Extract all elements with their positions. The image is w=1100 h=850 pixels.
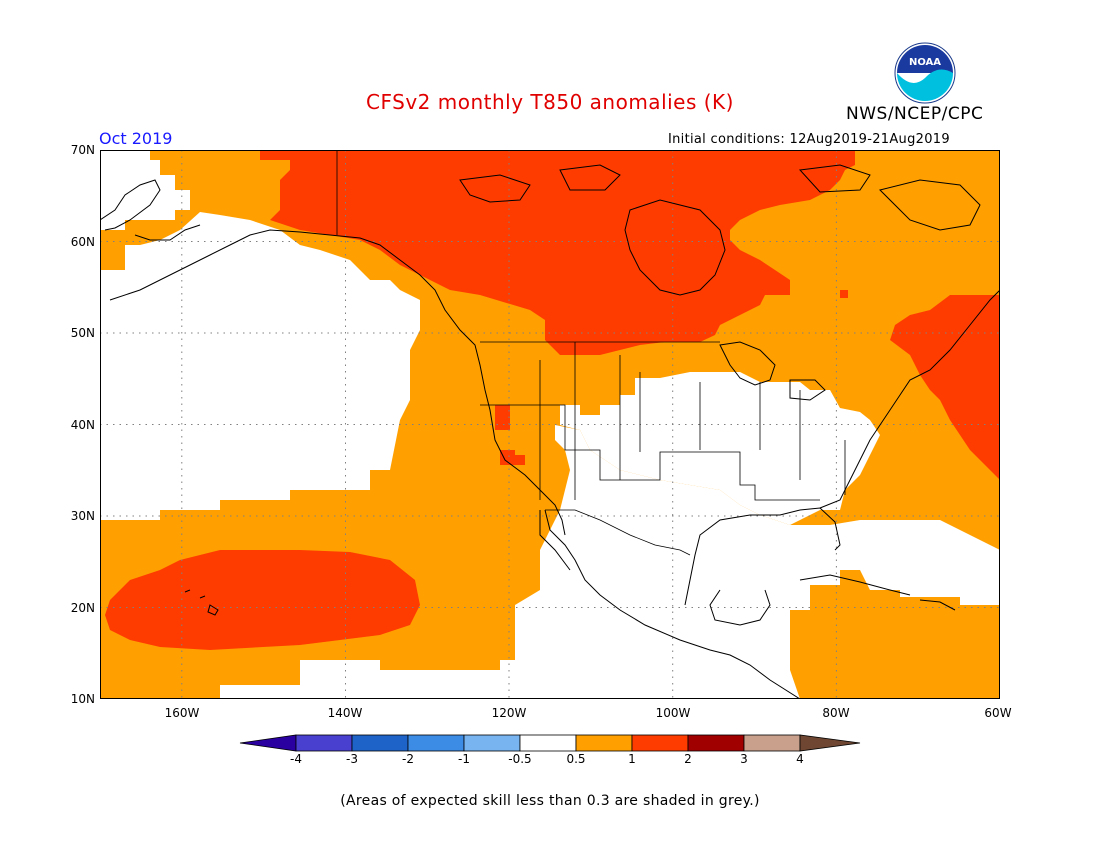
lat-label: 60N bbox=[70, 235, 95, 249]
colorbar-label: -3 bbox=[346, 752, 358, 766]
colorbar-swatch bbox=[351, 734, 409, 752]
anomaly-1-2-canada bbox=[260, 150, 855, 355]
anomaly-1-2-great-basin-a bbox=[495, 405, 510, 430]
colorbar-label: 3 bbox=[740, 752, 748, 766]
colorbar-swatch bbox=[631, 734, 689, 752]
colorbar-label: 0.5 bbox=[566, 752, 586, 766]
lon-label: 100W bbox=[655, 706, 691, 720]
neutral-region-pacific-north bbox=[100, 212, 420, 520]
colorbar-label: 4 bbox=[796, 752, 804, 766]
initial-conditions: Initial conditions: 12Aug2019-21Aug2019 bbox=[668, 132, 950, 147]
lat-label: 30N bbox=[70, 509, 95, 523]
colorbar-swatch bbox=[743, 734, 801, 752]
colorbar-swatch bbox=[295, 734, 353, 752]
neutral-region-arctic bbox=[100, 150, 190, 230]
colorbar-swatch bbox=[463, 734, 521, 752]
lon-label: 160W bbox=[164, 706, 200, 720]
anomaly-1-2-michigan bbox=[840, 290, 848, 298]
lon-label: 80W bbox=[822, 706, 850, 720]
lon-label: 140W bbox=[327, 706, 363, 720]
chart-title: CFSv2 monthly T850 anomalies (K) bbox=[366, 90, 734, 114]
political-borders bbox=[336, 150, 846, 556]
lon-label: 120W bbox=[491, 706, 527, 720]
map-frame bbox=[100, 150, 1000, 699]
colorbar-label: 2 bbox=[684, 752, 692, 766]
anomaly-map bbox=[100, 150, 1000, 699]
colorbar bbox=[239, 734, 861, 752]
agency-label: NWS/NCEP/CPC bbox=[846, 104, 984, 124]
lat-label: 10N bbox=[70, 692, 95, 706]
noaa-logo: NOAA bbox=[894, 42, 956, 104]
coastlines bbox=[100, 164, 1000, 699]
colorbar-swatch bbox=[407, 734, 465, 752]
anomaly-1-2-hawaii bbox=[105, 550, 420, 650]
anomaly-1-2-great-basin-b bbox=[500, 450, 515, 465]
neutral-region-pacific-south bbox=[220, 425, 1000, 699]
lat-label: 70N bbox=[70, 143, 95, 157]
colorbar-label: 1 bbox=[628, 752, 636, 766]
graticule bbox=[100, 150, 1000, 699]
anomaly-1-2-northeast bbox=[890, 295, 1000, 480]
colorbar-label: -1 bbox=[458, 752, 470, 766]
lat-label: 40N bbox=[70, 418, 95, 432]
lon-label: 60W bbox=[984, 706, 1012, 720]
colorbar-swatch bbox=[519, 734, 577, 752]
logo-text: NOAA bbox=[909, 57, 941, 68]
lat-label: 20N bbox=[70, 601, 95, 615]
lat-label: 50N bbox=[70, 326, 95, 340]
colorbar-max-arrow bbox=[799, 734, 861, 752]
colorbar-label: -4 bbox=[290, 752, 302, 766]
colorbar-label: -0.5 bbox=[508, 752, 532, 766]
forecast-month: Oct 2019 bbox=[99, 129, 173, 148]
colorbar-swatch bbox=[687, 734, 745, 752]
skill-footnote: (Areas of expected skill less than 0.3 a… bbox=[340, 793, 760, 809]
colorbar-label: -2 bbox=[402, 752, 414, 766]
anomaly-1-2-great-basin-c bbox=[515, 455, 525, 465]
colorbar-swatch bbox=[575, 734, 633, 752]
colorbar-min-arrow bbox=[239, 734, 297, 752]
